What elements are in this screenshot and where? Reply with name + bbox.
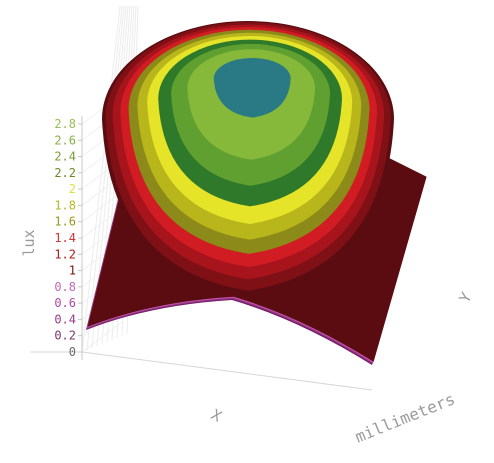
z-axis: 0 0.2 0.4 0.6 0.8 1 1.2 1.4 1.6 1.8 2 2.2 2.4 2.6 2.8 xyxy=(54,116,83,360)
z-tick-label: 2.8 xyxy=(54,117,76,131)
z-tick-label: 0.2 xyxy=(54,329,76,343)
z-tick-label: 0 xyxy=(69,345,76,359)
z-tick-label: 1.2 xyxy=(54,247,76,261)
z-tick-label: 2 xyxy=(69,182,76,196)
floor-edge xyxy=(81,351,373,391)
z-tick-label: 2.6 xyxy=(54,133,76,147)
z-tick-label: 2.2 xyxy=(54,166,76,180)
y-axis-label: Y xyxy=(456,289,476,305)
grid-line xyxy=(81,191,123,223)
z-tick-label: 2.4 xyxy=(54,150,76,164)
z-tick-label: 0.4 xyxy=(54,312,76,326)
surface-band xyxy=(213,57,291,118)
z-axis-label: lux xyxy=(20,229,38,256)
surface-bands xyxy=(86,21,427,365)
z-tick-label: 1.6 xyxy=(54,215,76,229)
grid-line xyxy=(81,5,121,353)
millimeters-label: millimeters xyxy=(352,389,457,446)
z-tick-label: 1.4 xyxy=(54,231,76,245)
z-tick-label: 0.8 xyxy=(54,280,76,294)
z-tick-label: 0.6 xyxy=(54,296,76,310)
z-tick-label: 1.8 xyxy=(54,198,76,212)
grid-line xyxy=(81,321,123,353)
z-tick-label: 1 xyxy=(69,264,76,278)
grid-line xyxy=(86,5,123,351)
x-axis-label: X xyxy=(208,406,224,426)
